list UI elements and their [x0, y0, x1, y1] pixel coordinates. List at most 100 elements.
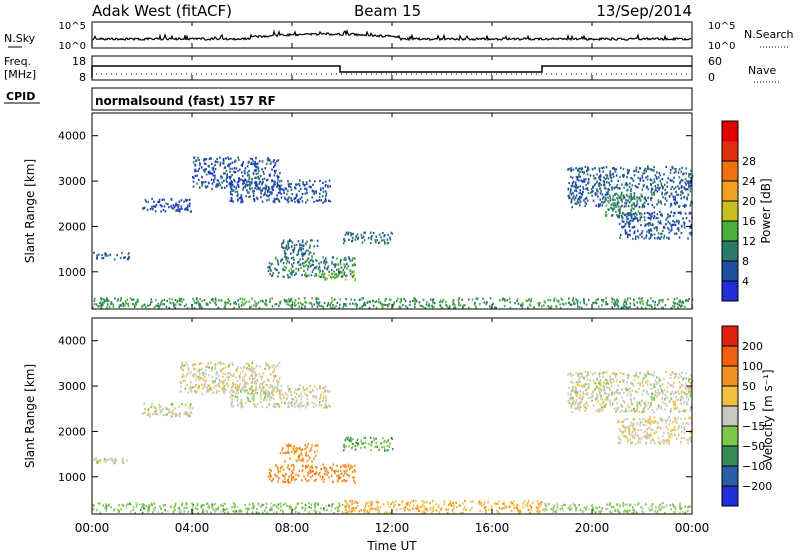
echo-cell — [106, 303, 109, 306]
echo-cell — [637, 375, 640, 379]
echo-cell — [143, 411, 146, 414]
echo-cell — [264, 397, 266, 400]
echo-cell — [669, 205, 672, 208]
echo-cell — [174, 502, 177, 505]
echo-cell — [119, 304, 121, 307]
echo-cell — [384, 303, 386, 306]
echo-cell — [103, 459, 105, 462]
echo-cell — [294, 450, 297, 453]
echo-cell — [585, 183, 587, 187]
echo-cell — [674, 434, 676, 437]
echo-cell — [306, 397, 308, 400]
echo-cell — [639, 179, 641, 182]
echo-cell — [255, 182, 258, 185]
echo-cell — [311, 297, 313, 300]
echo-cell — [297, 447, 299, 450]
echo-cell — [685, 172, 688, 175]
echo-cell — [253, 304, 255, 307]
echo-cell — [659, 220, 662, 223]
echo-cell — [445, 301, 447, 304]
echo-cell — [111, 458, 114, 461]
echo-cell — [336, 479, 339, 482]
echo-cell — [659, 417, 662, 420]
echo-cell — [252, 502, 254, 505]
echo-cell — [576, 178, 578, 181]
echo-cell — [210, 361, 212, 364]
echo-cell — [685, 438, 688, 441]
echo-cell — [355, 506, 357, 510]
echo-cell — [657, 425, 660, 428]
echo-cell — [605, 392, 607, 395]
echo-cell — [165, 407, 168, 410]
echo-cell — [606, 303, 609, 306]
echo-cell — [214, 367, 216, 370]
echo-cell — [636, 200, 638, 203]
echo-cell — [242, 161, 245, 164]
echo-cell — [198, 167, 200, 170]
echo-cell — [350, 233, 353, 236]
echo-cell — [687, 398, 690, 402]
echo-cell — [458, 297, 460, 300]
echo-cell — [260, 390, 262, 393]
echo-cell — [155, 203, 158, 206]
echo-cell — [656, 227, 658, 230]
echo-cell — [625, 410, 627, 413]
echo-cell — [222, 389, 224, 393]
echo-cell — [381, 303, 383, 306]
echo-cell — [375, 241, 377, 244]
echo-cell — [603, 388, 605, 391]
echo-cell — [289, 507, 291, 510]
echo-cell — [315, 395, 317, 398]
echo-cell — [277, 261, 279, 264]
echo-cell — [666, 439, 669, 442]
echo-cell — [513, 504, 515, 507]
echo-cell — [204, 180, 207, 183]
echo-cell — [195, 159, 198, 162]
echo-cell — [214, 160, 217, 163]
echo-cell — [248, 503, 251, 506]
echo-cell — [596, 393, 598, 396]
echo-cell — [355, 306, 358, 309]
echo-cell — [198, 385, 200, 388]
echo-cell — [273, 169, 276, 172]
echo-cell — [359, 306, 361, 309]
echo-cell — [641, 411, 644, 414]
echo-cell — [160, 507, 162, 511]
echo-cell — [680, 191, 683, 194]
echo-cell — [235, 167, 238, 170]
echo-cell — [354, 277, 356, 280]
echo-cell — [325, 199, 327, 202]
echo-cell — [160, 301, 162, 304]
echo-cell — [260, 189, 262, 192]
echo-cell — [568, 373, 570, 376]
echo-cell — [92, 508, 95, 511]
echo-cell — [688, 220, 691, 223]
echo-cell — [646, 433, 649, 437]
echo-cell — [640, 306, 643, 309]
echo-cell — [642, 185, 645, 188]
echo-cell — [378, 298, 380, 301]
echo-cell — [646, 178, 649, 181]
echo-cell — [166, 413, 168, 416]
echo-cell — [215, 185, 217, 188]
echo-cell — [653, 442, 656, 445]
echo-cell — [683, 431, 686, 434]
echo-cell — [681, 430, 683, 433]
echo-cell — [597, 195, 599, 198]
echo-cell — [349, 270, 351, 273]
echo-cell — [645, 381, 647, 384]
echo-cell — [314, 508, 316, 511]
echo-cell — [676, 302, 679, 306]
echo-cell — [253, 300, 256, 303]
echo-cell — [186, 206, 189, 209]
echo-cell — [650, 191, 653, 194]
echo-cell — [668, 231, 671, 234]
echo-cell — [316, 239, 319, 242]
echo-cell — [264, 303, 267, 306]
echo-cell — [648, 421, 651, 424]
echo-cell — [570, 303, 573, 306]
echo-cell — [690, 226, 692, 229]
echo-cell — [495, 502, 498, 506]
echo-cell — [231, 167, 233, 170]
echo-cell — [656, 376, 658, 379]
